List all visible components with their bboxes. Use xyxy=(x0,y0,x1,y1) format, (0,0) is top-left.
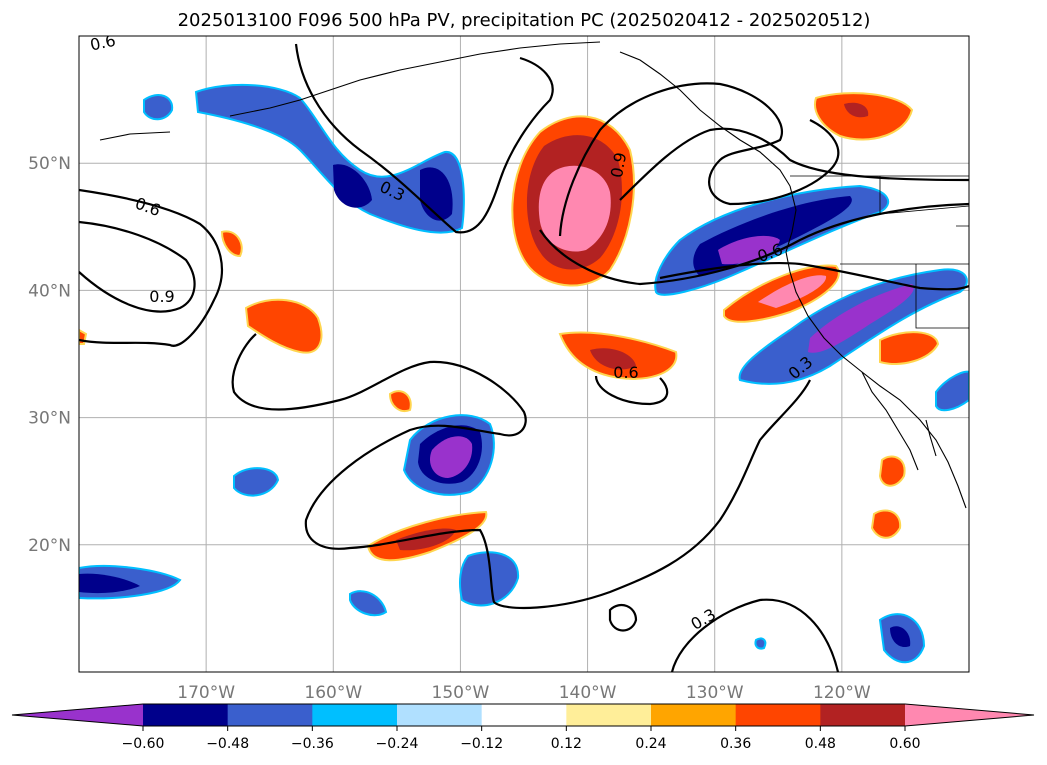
pv-contour-small xyxy=(608,603,638,632)
pos-patch-i xyxy=(878,455,906,487)
neg-purple-pnw xyxy=(718,235,780,265)
colorbar-tick-label: −0.12 xyxy=(460,736,503,752)
neg-patch-b xyxy=(233,467,280,497)
pos-patch-j xyxy=(870,509,902,539)
contour-label: 0.6 xyxy=(88,31,117,55)
colorbar-tick-label: 0.12 xyxy=(551,736,582,752)
pv-contour-0.6-east xyxy=(594,375,669,406)
pos-patch-b xyxy=(244,298,323,354)
colorbar-tick-label: −0.60 xyxy=(122,736,165,752)
contour-label: 0.9 xyxy=(607,151,630,179)
contour-label: 0.9 xyxy=(149,287,174,306)
coast-baja xyxy=(861,371,937,471)
x-tick-labels: 170°W 160°W 150°W 140°W 130°W 120°W xyxy=(177,683,871,703)
pv-contour-0.6-mid xyxy=(231,333,811,610)
y-tick-label: 30°N xyxy=(28,409,71,429)
neg-small-alaska xyxy=(143,94,174,121)
neg-core-alaska-a xyxy=(333,164,372,208)
neg-band-alaska xyxy=(194,83,465,234)
colorbar-bin xyxy=(397,704,483,726)
neg-patch-c xyxy=(459,551,520,607)
neg-purple-sw xyxy=(808,284,914,353)
y-tick-label: 20°N xyxy=(28,536,71,556)
x-tick-label: 130°W xyxy=(686,683,744,703)
precip-shading xyxy=(79,83,969,664)
y-tick-labels: 50°N 40°N 30°N 20°N xyxy=(28,154,71,556)
pv-contour-0.9-west xyxy=(79,220,196,313)
y-tick-label: 50°N xyxy=(28,154,71,174)
y-tick-label: 40°N xyxy=(28,281,71,301)
colorbar-bin xyxy=(143,704,229,726)
pv-contours xyxy=(79,43,969,672)
colorbar-bin xyxy=(651,704,737,726)
neg-patch-d xyxy=(349,590,388,617)
colorbar-tick-label: 0.24 xyxy=(635,736,666,752)
pv-contour-0.6-nepac xyxy=(539,202,969,286)
colorbar-bin xyxy=(481,704,567,726)
colorbar-tick-label: 0.48 xyxy=(805,736,836,752)
colorbar-tick-label: −0.36 xyxy=(291,736,334,752)
colorbar-bin xyxy=(566,704,652,726)
x-tick-label: 150°W xyxy=(432,683,490,703)
colorbar-bin xyxy=(227,704,313,726)
borders xyxy=(790,175,969,329)
colorbar-bin xyxy=(312,704,398,726)
colorbar-extend-min xyxy=(12,704,143,726)
coast-alaska xyxy=(99,41,791,187)
x-tick-label: 160°W xyxy=(304,683,362,703)
pv-contour-0.3-alaska xyxy=(294,43,554,234)
colorbar-tick-label: −0.48 xyxy=(206,736,249,752)
pos-patch-e xyxy=(220,230,243,258)
pos-patch-f xyxy=(388,390,412,412)
pv-contour-0.9-nepac xyxy=(558,82,840,237)
colorbar-extend-max xyxy=(905,704,1034,726)
colorbar-bin xyxy=(820,704,906,726)
x-tick-label: 170°W xyxy=(177,683,235,703)
x-tick-label: 120°W xyxy=(813,683,871,703)
pos-patch-c-core xyxy=(590,348,636,370)
map-frame xyxy=(78,35,970,673)
neg-patch-e-core xyxy=(890,626,911,648)
colorbar: −0.60 −0.48 −0.36 −0.24 −0.12 0.12 0.24 0.36 0.4… xyxy=(11,703,1035,752)
chart-title: 2025013100 F096 500 hPa PV, precipitatio… xyxy=(178,10,871,31)
x-tick-label: 140°W xyxy=(559,683,617,703)
colorbar-tick-label: 0.60 xyxy=(889,736,920,752)
pv-contour-0.3-south xyxy=(670,598,840,672)
neg-patch-a-core xyxy=(79,573,140,594)
pv-contour-0.6-west xyxy=(79,188,223,347)
neg-blob-subtrop-purple xyxy=(429,436,473,478)
pv-contour-0.9-pnw xyxy=(619,127,969,201)
colorbar-tick-label: −0.24 xyxy=(376,736,419,752)
colorbar-tick-label: 0.36 xyxy=(720,736,751,752)
map-panel: 0.60.30.60.90.90.60.6 0.30.3 170°W 160°W 15… xyxy=(28,31,970,703)
pos-patch-g-core xyxy=(844,102,869,118)
pos-blob-nepac-core xyxy=(538,165,611,252)
neg-patch-g xyxy=(754,637,767,650)
pos-core-calif xyxy=(758,275,827,308)
contour-label: 0.6 xyxy=(613,363,638,382)
colorbar-bin xyxy=(735,704,821,726)
pv-contour-0.3-ridge xyxy=(659,261,969,291)
neg-patch-f xyxy=(935,370,969,412)
pos-patch-h xyxy=(879,331,940,365)
